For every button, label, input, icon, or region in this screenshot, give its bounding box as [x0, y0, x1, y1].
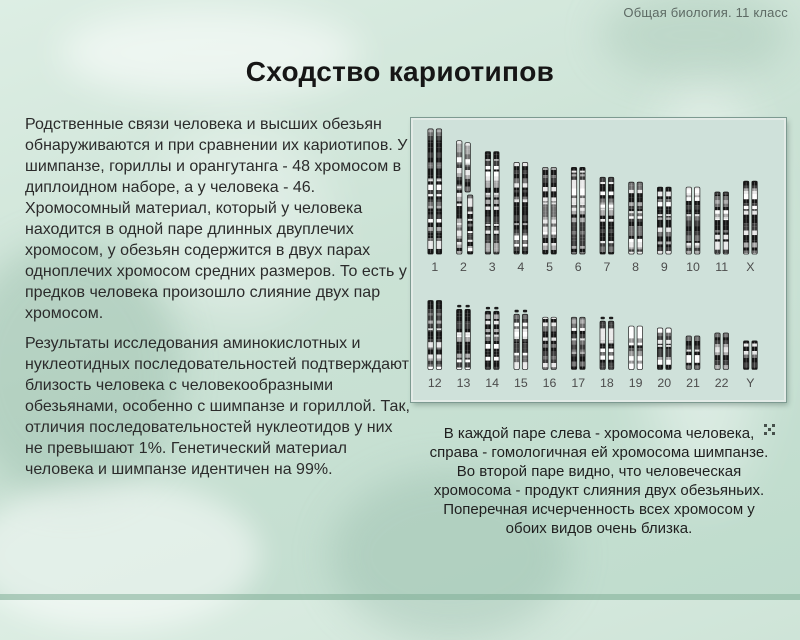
caption-line: хромосома - продукт слияния двух обезьян… [433, 482, 765, 499]
chromosome-pair-label: 11 [715, 260, 728, 274]
chromosome-pair-label: 16 [543, 376, 557, 390]
course-label: Общая биология. 11 класс [623, 5, 788, 20]
caption-line: Во второй паре видно, что человеческая [456, 463, 742, 480]
paragraph-sequence-similarity: Результаты исследования аминокислотных и… [25, 335, 410, 478]
karyotype-figure: 1 2 3 4 5 6 7 8 9 10 11 X 12 13 14 15 16 17 18 19 20 21 22 Y [410, 117, 787, 403]
chromosome-pair-label: 17 [571, 376, 585, 390]
chromosome-pair-label: 15 [514, 376, 528, 390]
background-texture [0, 480, 260, 630]
chromosome-pair-label: 20 [657, 376, 671, 390]
slide-bottom-edge [0, 594, 800, 600]
chromosome-pair-label: 22 [715, 376, 729, 390]
body-text-column: Родственные связи человека и высших обез… [25, 114, 413, 489]
figure-caption: В каждой паре слева - хромосома человека… [406, 424, 792, 538]
caption-line: справа - гомологичная ей хромосома шимпа… [429, 444, 769, 461]
chromosome-pair-label: 7 [603, 260, 610, 274]
chromosome-pair-label: 18 [600, 376, 614, 390]
caption-line: В каждой паре слева - хромосома человека… [443, 425, 755, 442]
chromosome-pair-label: 1 [431, 260, 438, 274]
chromosome-pair-label: 21 [686, 376, 700, 390]
chromosome-pair-label: 12 [428, 376, 442, 390]
chromosome-pair-label: 10 [686, 260, 700, 274]
chromosome-pair-label: 2 [460, 260, 467, 274]
chromosome-pair-label: 13 [457, 376, 471, 390]
caption-line: обоих видов очень близка. [505, 520, 693, 537]
chromosome-pair-label: 14 [485, 376, 499, 390]
paragraph-karyotype-comparison: Родственные связи человека и высших обез… [25, 116, 408, 322]
chromosome-pair-label: 4 [517, 260, 524, 274]
caption-line: Поперечная исчерченность всех хромосом у [443, 501, 755, 518]
chromosome-pair-label: 3 [489, 260, 496, 274]
chromosome-pair-label: X [746, 260, 754, 274]
chromosome-pair-label: Y [746, 376, 754, 390]
karyotype-diagram: 1 2 3 4 5 6 7 8 9 10 11 X12 13 14 15 16 17 18 19 20 21 22 Y [427, 128, 758, 390]
chromosome-pair-label: 19 [629, 376, 643, 390]
page-title: Сходство кариотипов [245, 56, 555, 87]
chromosome-pair-label: 6 [575, 260, 582, 274]
chromosome-pair-label: 5 [546, 260, 553, 274]
chromosome-pair-label: 9 [661, 260, 668, 274]
image-placeholder-icon [764, 424, 775, 435]
chromosome-pair-label: 8 [632, 260, 639, 274]
